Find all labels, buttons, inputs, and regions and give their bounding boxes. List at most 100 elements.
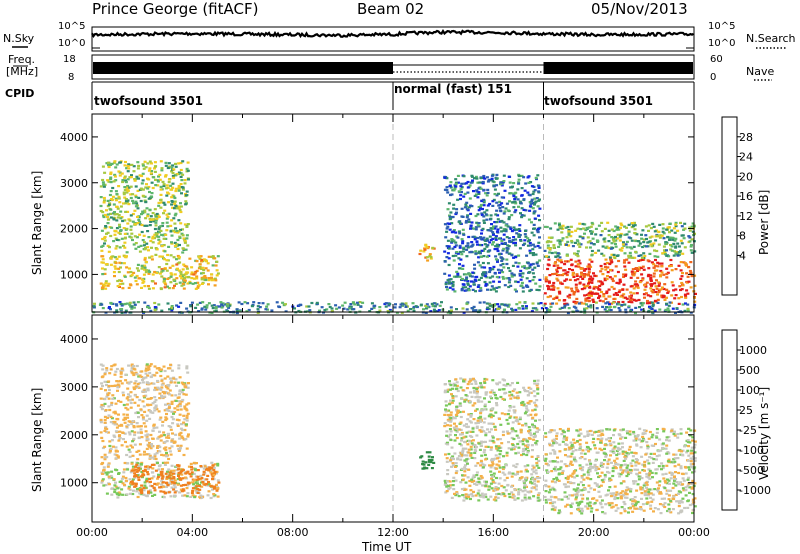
power-cell — [462, 247, 466, 250]
velocity-cell — [146, 438, 150, 441]
velocity-cell — [105, 395, 109, 398]
power-cell — [525, 285, 529, 288]
power-cell — [622, 244, 626, 247]
power-cell — [632, 224, 635, 227]
power-cell — [602, 238, 606, 241]
power-cell — [610, 242, 614, 245]
velocity-cell — [114, 402, 118, 405]
power-cell — [177, 219, 181, 222]
velocity-cell — [137, 431, 140, 434]
velocity-cell — [167, 457, 171, 461]
power-cell — [515, 303, 519, 306]
velocity-cell — [154, 399, 158, 402]
power-cell — [653, 282, 657, 285]
power-cell — [680, 225, 684, 228]
power-cell — [123, 176, 127, 179]
velocity-cell — [477, 385, 481, 388]
power-cell — [611, 279, 615, 283]
power-cell — [681, 252, 685, 255]
power-cell — [123, 237, 127, 240]
velocity-cell — [453, 465, 457, 468]
velocity-cell — [447, 488, 451, 491]
power-cell — [502, 266, 506, 269]
power-cell — [158, 255, 162, 258]
power-cell — [449, 311, 453, 315]
power-cell — [142, 280, 146, 283]
power-cell — [483, 280, 487, 284]
power-cell — [140, 267, 144, 270]
velocity-cell — [152, 424, 156, 427]
power-cell — [425, 256, 429, 259]
velocity-cell — [503, 494, 507, 498]
velocity-cell — [138, 425, 142, 428]
power-cell — [659, 288, 663, 291]
velocity-cell — [513, 445, 517, 448]
power-cell — [126, 222, 130, 225]
power-cell — [160, 224, 164, 227]
velocity-cell — [491, 379, 495, 382]
velocity-cell — [501, 467, 505, 471]
power-cell — [608, 303, 611, 306]
power-cell — [130, 174, 133, 177]
power-cell — [473, 267, 477, 270]
power-cell — [163, 281, 167, 285]
velocity-cell — [160, 386, 164, 389]
power-cell — [552, 244, 556, 247]
power-cell — [632, 274, 636, 277]
power-cell — [145, 207, 149, 210]
power-cell — [502, 221, 506, 224]
velocity-cell — [187, 433, 190, 436]
velocity-cell — [170, 440, 174, 443]
velocity-cell — [510, 430, 514, 433]
power-cell — [454, 185, 458, 188]
velocity-cell — [206, 494, 210, 497]
velocity-cell — [136, 404, 140, 407]
velocity-cell — [461, 447, 465, 450]
velocity-cell — [450, 496, 454, 499]
power-cell — [447, 247, 451, 250]
power-cell — [106, 213, 110, 216]
velocity-cell — [134, 465, 137, 468]
velocity-cell — [173, 491, 177, 494]
power-cell — [483, 243, 487, 246]
power-cell — [556, 252, 560, 255]
velocity-cell — [532, 435, 536, 438]
velocity-cell — [178, 402, 182, 405]
power-cell — [404, 302, 408, 305]
velocity-cell — [431, 456, 434, 459]
power-cell — [634, 250, 638, 253]
power-cell — [533, 227, 537, 230]
power-cell — [654, 290, 658, 294]
power-cell — [576, 290, 580, 293]
velocity-cell — [184, 483, 188, 486]
velocity-cell — [148, 484, 152, 487]
power-cell — [519, 239, 523, 242]
power-cell — [482, 201, 486, 204]
power-cell — [507, 218, 511, 221]
power-cell — [683, 227, 687, 230]
velocity-cell — [534, 419, 537, 422]
power-cell — [520, 284, 524, 287]
power-cell — [107, 218, 111, 221]
velocity-cell — [167, 491, 171, 494]
power-cell — [491, 200, 495, 203]
power-cell — [589, 304, 593, 307]
velocity-cell — [501, 430, 505, 433]
velocity-cell — [424, 461, 428, 464]
power-cell — [128, 303, 132, 306]
power-cell — [129, 225, 133, 228]
power-cell — [109, 163, 112, 166]
velocity-cell — [530, 468, 534, 471]
power-cell — [125, 227, 129, 230]
velocity-cell — [514, 452, 518, 455]
velocity-cell — [171, 432, 174, 435]
velocity-cell — [101, 439, 105, 443]
power-cell — [192, 277, 196, 280]
power-cell — [197, 284, 201, 287]
power-cell — [547, 236, 551, 239]
power-cell — [179, 183, 183, 186]
power-cell — [265, 305, 269, 308]
power-cell — [622, 293, 626, 296]
velocity-cell — [503, 473, 507, 476]
power-cell — [124, 200, 128, 203]
